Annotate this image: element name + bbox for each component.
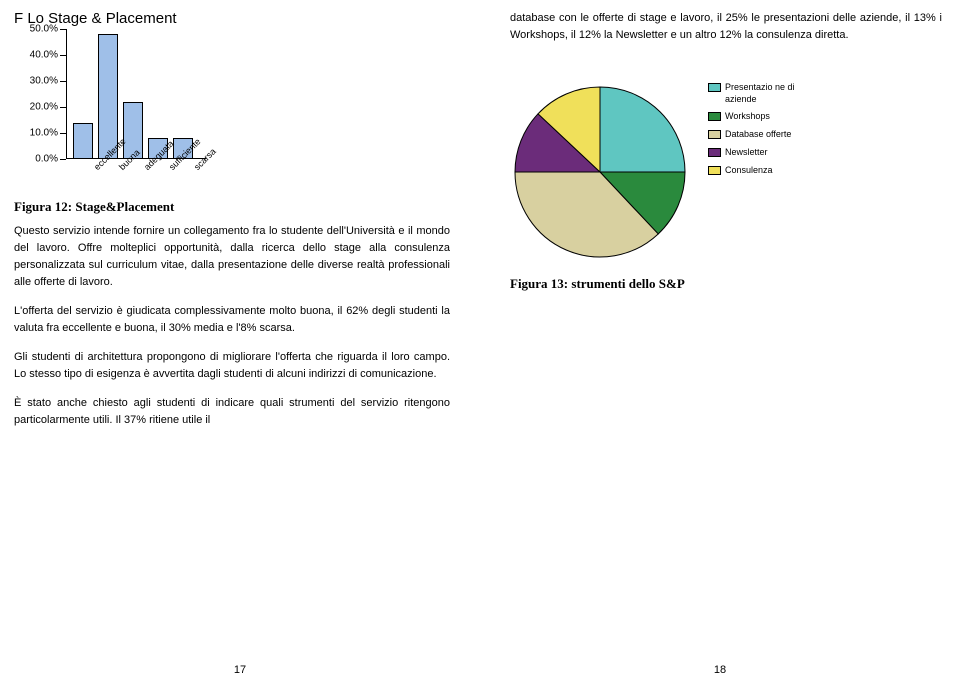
bar-ytick-label: 30.0% [30,76,58,87]
bar-chart-yaxis: 0.0%10.0%20.0%30.0%40.0%50.0% [14,29,64,159]
legend-label: Database offerte [725,129,791,141]
legend-swatch [708,112,721,121]
legend-label: Presentazio ne di aziende [725,82,795,105]
legend-swatch [708,83,721,92]
bar-ytick-label: 40.0% [30,50,58,61]
page-number: 17 [234,664,246,676]
legend-swatch [708,166,721,175]
paragraph: L'offerta del servizio è giudicata compl… [14,303,450,337]
legend-label: Consulenza [725,165,773,177]
figure-caption-12: Figura 12: Stage&Placement [14,199,450,215]
paragraph: Gli studenti di architettura propongono … [14,349,450,383]
paragraph: Questo servizio intende fornire un colle… [14,223,450,291]
pie-legend: Presentazio ne di aziende Workshops Databa… [708,82,795,182]
legend-item: Workshops [708,111,795,123]
pie-section: Presentazio ne di aziende Workshops Databa… [510,82,942,262]
legend-item: Consulenza [708,165,795,177]
bar-chart: 0.0%10.0%20.0%30.0%40.0%50.0% eccellente… [14,29,450,179]
page-right: database con le offerte di stage e lavor… [480,0,960,688]
legend-swatch [708,148,721,157]
legend-item: Presentazio ne di aziende [708,82,795,105]
legend-swatch [708,130,721,139]
legend-item: Newsletter [708,147,795,159]
bar-ytick-label: 10.0% [30,128,58,139]
page-left: F Lo Stage & Placement 0.0% 10.0% 20.0% 30.… [0,0,480,688]
legend-item: Database offerte [708,129,795,141]
legend-label: Workshops [725,111,770,123]
figure-caption-13: Figura 13: strumenti dello S&P [510,276,942,292]
bar-chart-plot [66,29,206,159]
bar-tick [60,159,66,160]
bar [73,123,93,159]
pie-slice [600,87,685,172]
bar-ytick-label: 0.0% [35,154,58,165]
bar-ytick-label: 50.0% [30,24,58,35]
pie-chart [510,82,690,262]
paragraph: database con le offerte di stage e lavor… [510,10,942,44]
page-number: 18 [714,664,726,676]
paragraph: È stato anche chiesto agli studenti di i… [14,395,450,429]
legend-label: Newsletter [725,147,768,159]
bar-ytick-label: 20.0% [30,102,58,113]
section-title: F Lo Stage & Placement [14,10,450,27]
